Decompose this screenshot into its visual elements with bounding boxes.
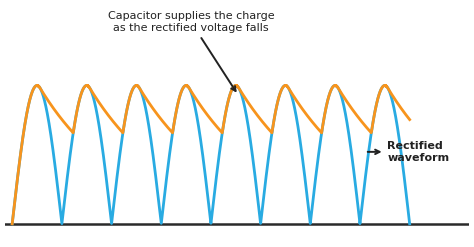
Text: Rectified
waveform: Rectified waveform	[368, 141, 449, 163]
Text: Capacitor supplies the charge
as the rectified voltage falls: Capacitor supplies the charge as the rec…	[108, 11, 274, 91]
